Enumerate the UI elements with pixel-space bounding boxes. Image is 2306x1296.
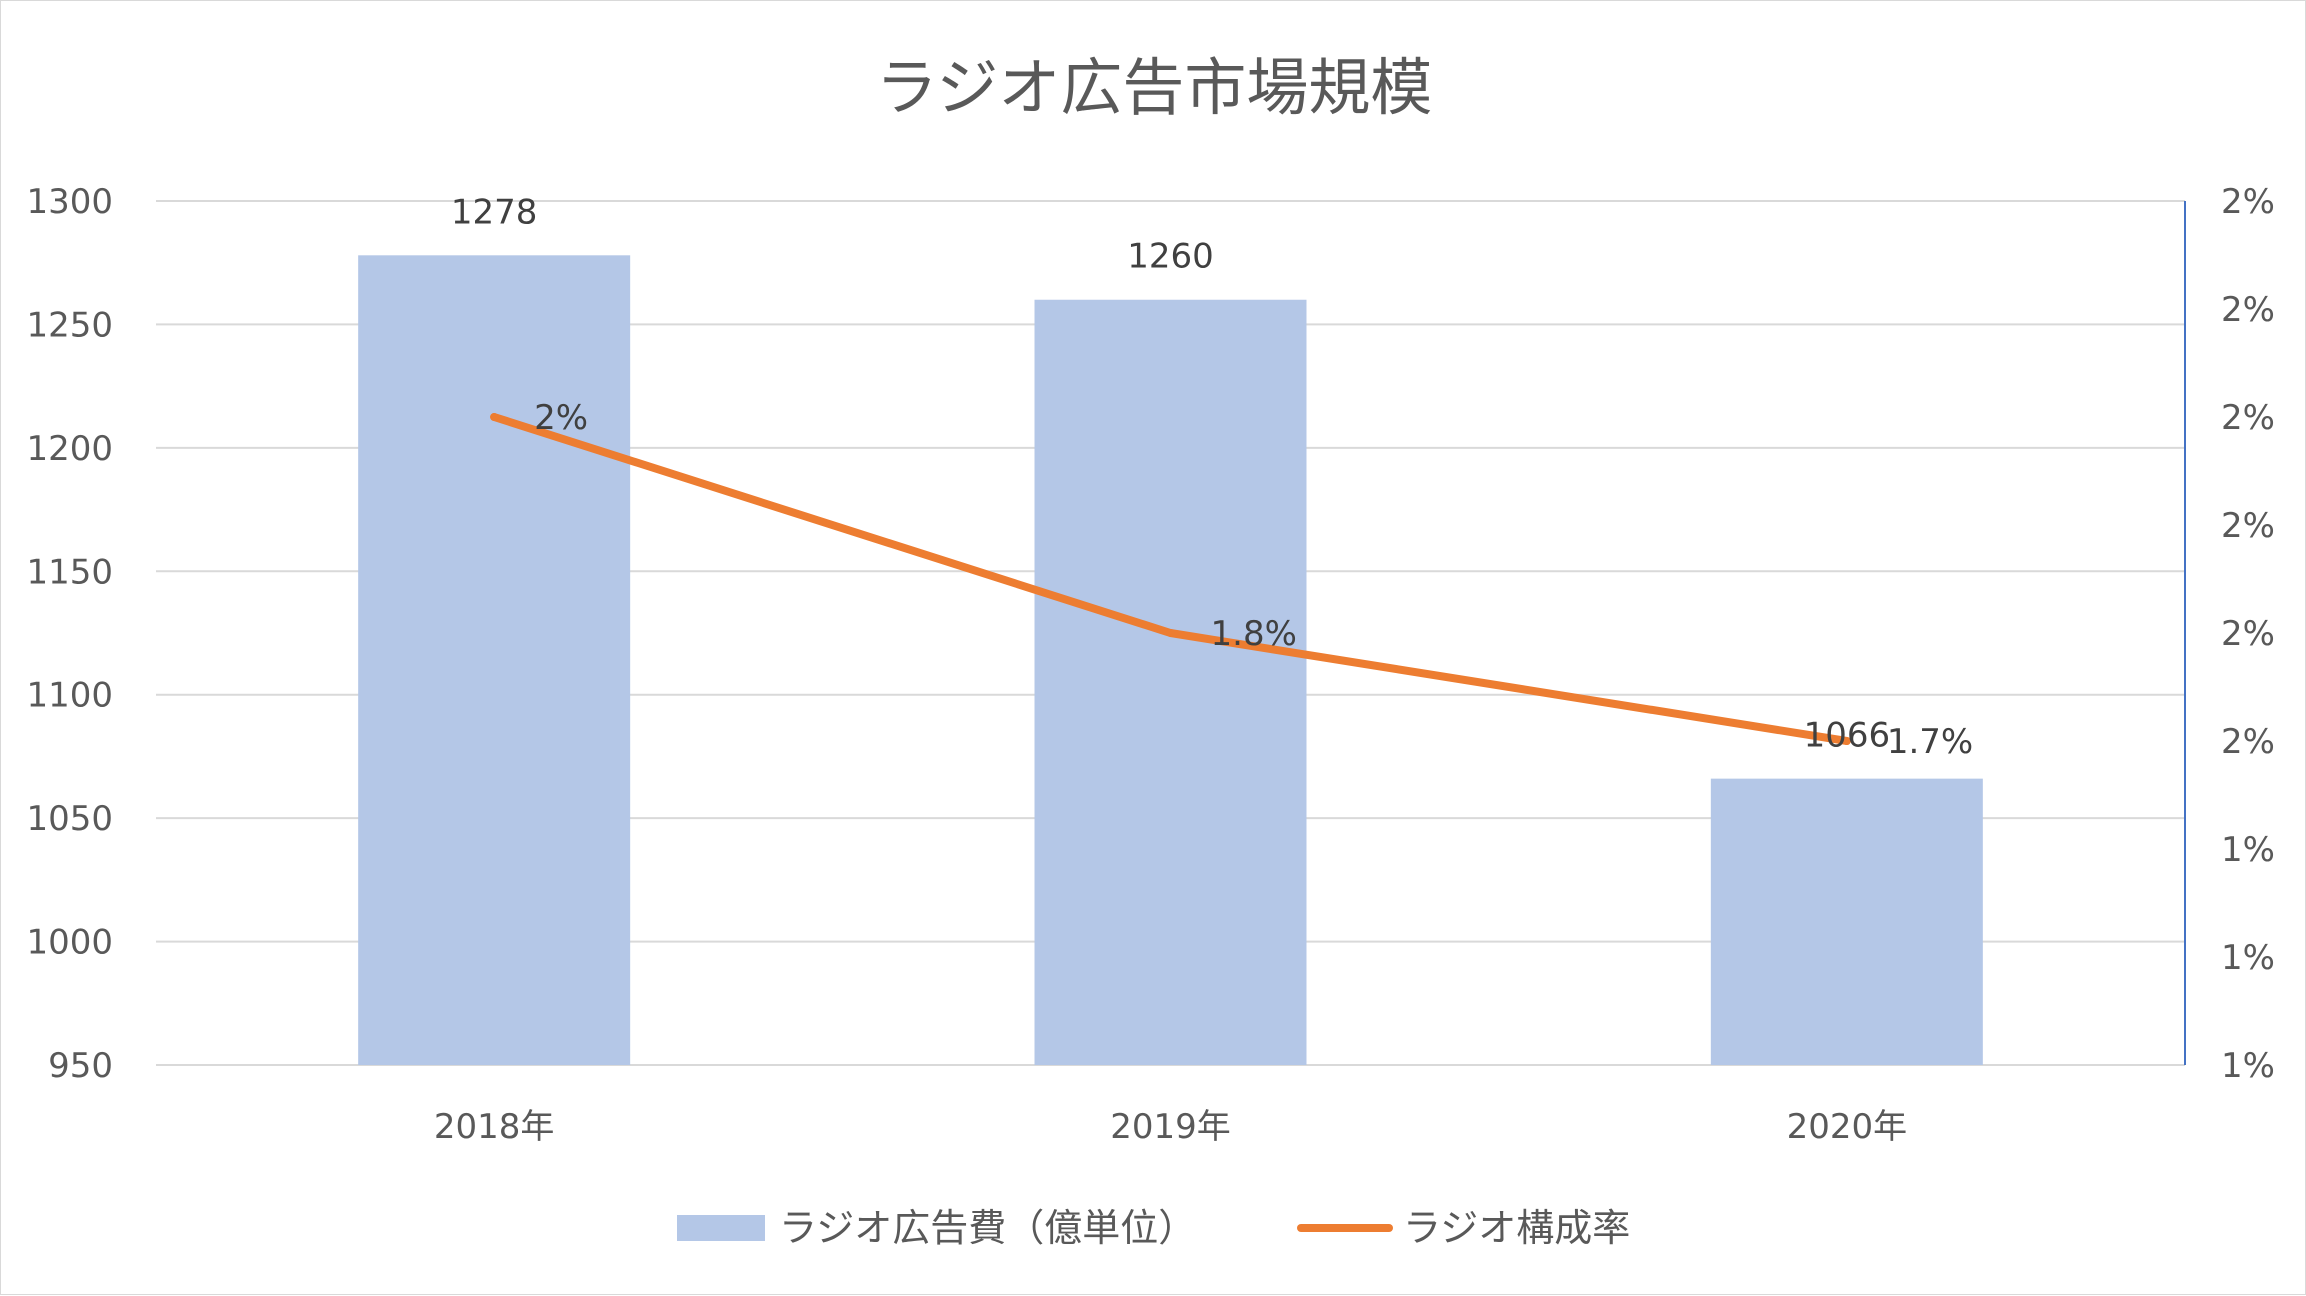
line-point: [1166, 629, 1175, 637]
right-tick-label: 2%: [2221, 182, 2275, 222]
legend-label-line: ラジオ構成率: [1403, 1206, 1630, 1250]
line-point: [490, 413, 499, 421]
left-tick-label: 1150: [26, 552, 113, 592]
legend: ラジオ広告費（億単位） ラジオ構成率: [677, 1206, 1630, 1250]
chart-title: ラジオ広告市場規模: [876, 51, 1433, 124]
right-tick-label: 2%: [2221, 614, 2275, 654]
left-axis-ticks: 950 1000 1050 1100 1150 1200 1250 1300: [26, 182, 113, 1086]
right-tick-label: 2%: [2221, 290, 2275, 330]
right-tick-label: 1%: [2221, 1046, 2275, 1086]
right-tick-label: 2%: [2221, 722, 2275, 762]
x-axis-ticks: 2018年 2019年 2020年: [434, 1107, 1907, 1147]
line-data-label: 1.8%: [1211, 614, 1297, 654]
left-tick-label: 1100: [26, 676, 113, 716]
line-data-label: 2%: [534, 398, 588, 438]
right-tick-label: 2%: [2221, 506, 2275, 546]
bar: [358, 255, 631, 1065]
line-series: [490, 413, 1851, 745]
left-tick-label: 1000: [26, 923, 113, 963]
left-tick-label: 1300: [26, 182, 113, 222]
right-tick-label: 1%: [2221, 830, 2275, 870]
legend-label-bar: ラジオ広告費（億単位）: [779, 1206, 1196, 1250]
line-data-label: 1.7%: [1887, 722, 1973, 762]
bar-data-label: 1260: [1127, 237, 1214, 277]
bar: [1710, 778, 1983, 1065]
bar-data-label: 1066: [1804, 716, 1891, 756]
bar-data-label: 1278: [451, 192, 538, 232]
data-labels: 1278 1260 1066 2% 1.8% 1.7%: [451, 192, 1973, 762]
legend-swatch-bar: [677, 1215, 765, 1241]
x-tick-label: 2020年: [1787, 1107, 1908, 1147]
line-point: [1842, 737, 1851, 745]
right-axis-ticks: 1% 1% 1% 2% 2% 2% 2% 2% 2%: [2184, 182, 2275, 1086]
left-tick-label: 1050: [26, 799, 113, 839]
bar: [1034, 299, 1307, 1065]
left-tick-label: 1200: [26, 429, 113, 469]
bar-series: [358, 255, 1983, 1065]
left-tick-label: 950: [48, 1046, 113, 1086]
x-tick-label: 2019年: [1110, 1107, 1231, 1147]
left-tick-label: 1250: [26, 305, 113, 345]
right-tick-label: 1%: [2221, 938, 2275, 978]
right-tick-label: 2%: [2221, 398, 2275, 438]
x-tick-label: 2018年: [434, 1107, 555, 1147]
